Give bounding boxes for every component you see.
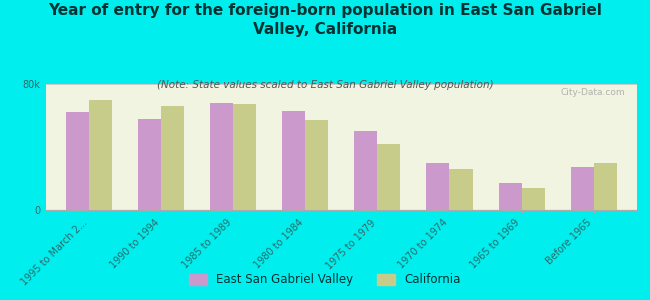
Bar [66,112,89,210]
Bar [426,163,449,210]
Bar [138,118,161,210]
Bar [161,106,184,210]
Bar [571,167,593,210]
Legend: East San Gabriel Valley, California: East San Gabriel Valley, California [185,269,465,291]
Bar [377,144,400,210]
Bar [593,163,617,210]
Bar [233,104,256,210]
Bar [449,169,473,210]
Bar [306,120,328,210]
Bar [89,100,112,210]
Bar [282,111,306,210]
Bar [499,183,521,210]
Bar [210,103,233,210]
Bar [521,188,545,210]
Text: Year of entry for the foreign-born population in East San Gabriel
Valley, Califo: Year of entry for the foreign-born popul… [48,3,602,37]
Text: City-Data.com: City-Data.com [560,88,625,97]
Bar [354,131,377,210]
Text: (Note: State values scaled to East San Gabriel Valley population): (Note: State values scaled to East San G… [157,80,493,89]
